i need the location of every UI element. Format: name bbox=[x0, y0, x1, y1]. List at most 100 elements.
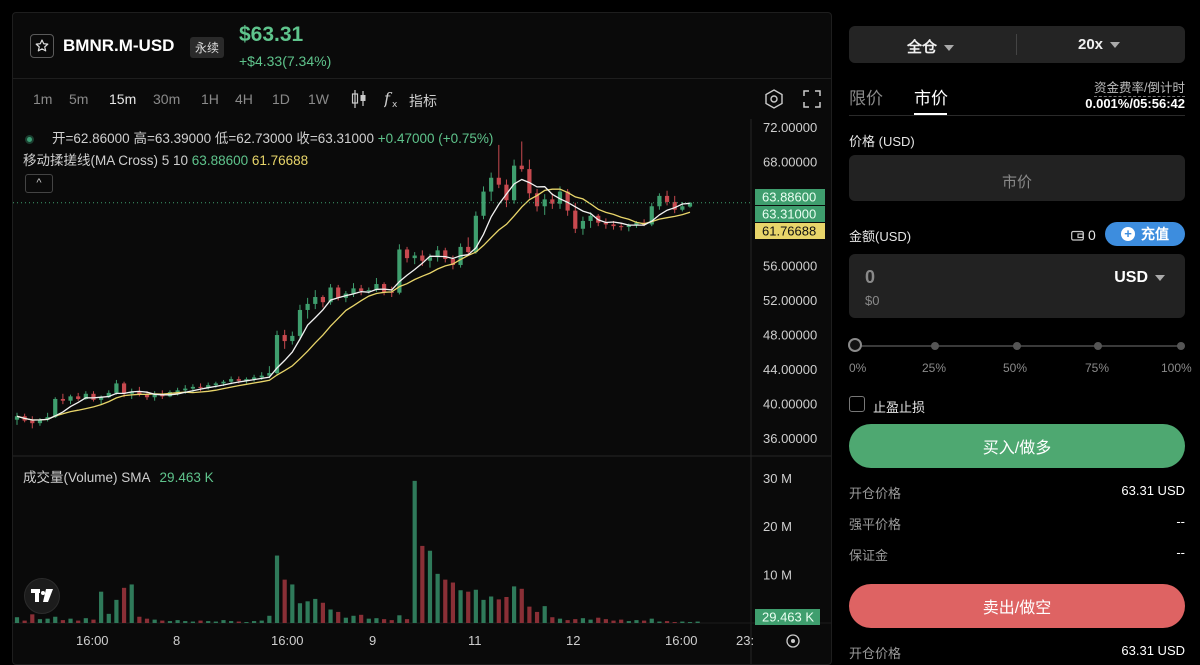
volume-bar bbox=[282, 579, 287, 623]
favorite-star-icon[interactable] bbox=[30, 34, 54, 58]
tradingview-logo-icon[interactable] bbox=[24, 578, 60, 614]
volume-bar bbox=[359, 614, 364, 623]
candle-body bbox=[91, 393, 96, 400]
candle-body bbox=[534, 193, 540, 207]
perpetual-badge: 永续 bbox=[190, 37, 225, 58]
volume-bar bbox=[121, 587, 127, 623]
amount-field[interactable]: 0 $0 USD bbox=[849, 254, 1185, 318]
volume-bar bbox=[680, 621, 685, 623]
volume-bar bbox=[504, 596, 509, 623]
candle-body bbox=[114, 383, 119, 393]
volume-bar bbox=[642, 620, 647, 623]
slider-mark-75[interactable] bbox=[1094, 342, 1102, 350]
candle-body bbox=[443, 250, 448, 259]
info-key: 保证金 bbox=[849, 548, 889, 563]
candle-body bbox=[450, 258, 456, 266]
volume-bar bbox=[60, 620, 65, 623]
price-field[interactable]: 市价 bbox=[849, 155, 1185, 201]
funding-rate-label[interactable]: 资金费率/倒计时 bbox=[1094, 77, 1185, 97]
candle-body bbox=[466, 246, 471, 253]
candle-body bbox=[152, 393, 157, 398]
settings-icon[interactable] bbox=[763, 88, 785, 115]
volume-bar bbox=[443, 579, 448, 623]
volume-bar bbox=[37, 619, 43, 623]
candle-body bbox=[603, 222, 608, 225]
volume-bar bbox=[152, 619, 157, 623]
chevron-down-icon bbox=[944, 45, 955, 52]
candle-body bbox=[504, 184, 509, 201]
candle-body bbox=[657, 195, 662, 207]
timeframe-1h[interactable]: 1H bbox=[201, 91, 219, 107]
candle-body bbox=[366, 290, 371, 292]
candle-body bbox=[45, 417, 50, 420]
margin-mode-select[interactable]: 全仓 bbox=[907, 36, 955, 57]
volume-bar bbox=[404, 619, 410, 623]
sell-short-button[interactable]: 卖出/做空 bbox=[849, 584, 1185, 628]
leverage-select[interactable]: 20x bbox=[1078, 36, 1121, 53]
timeframe-15m[interactable]: 15m bbox=[109, 91, 137, 107]
price-tick-label: 72.00000 bbox=[763, 120, 817, 135]
candle-body bbox=[359, 288, 364, 291]
volume-bar bbox=[175, 620, 180, 623]
time-tick-label: 11 bbox=[468, 633, 482, 648]
tab-limit[interactable]: 限价 bbox=[849, 89, 883, 108]
candlestick-icon[interactable] bbox=[351, 89, 367, 114]
symbol-name[interactable]: BMNR.M-USD bbox=[63, 36, 175, 55]
volume-bar bbox=[167, 621, 173, 623]
candle-body bbox=[427, 257, 433, 261]
volume-bar bbox=[305, 601, 310, 623]
svg-text:f: f bbox=[384, 89, 393, 108]
slider-mark-25[interactable] bbox=[931, 342, 939, 350]
timeframe-1m[interactable]: 1m bbox=[33, 91, 53, 107]
price-tick-label: 52.00000 bbox=[763, 293, 817, 308]
collapse-legend-button[interactable]: ^ bbox=[25, 174, 53, 193]
time-tick-label: 23: bbox=[736, 633, 754, 648]
indicators-button[interactable]: 指标 bbox=[409, 93, 437, 109]
candle-body bbox=[381, 284, 387, 292]
candle-body bbox=[626, 225, 631, 228]
info-key: 开仓价格 bbox=[849, 486, 902, 501]
tab-market[interactable]: 市价 bbox=[914, 89, 948, 108]
candle-body bbox=[557, 191, 563, 204]
volume-bar bbox=[687, 622, 693, 624]
slider-mark-100[interactable] bbox=[1177, 342, 1185, 350]
candle-body bbox=[489, 177, 494, 192]
volume-bar bbox=[190, 621, 195, 623]
price-label: 价格 (USD) bbox=[849, 134, 915, 149]
amount-input[interactable]: 0 bbox=[865, 267, 876, 287]
fullscreen-icon[interactable] bbox=[802, 89, 822, 114]
funding-rate-value: 0.001%/05:56:42 bbox=[1085, 96, 1185, 111]
slider-mark-50[interactable] bbox=[1013, 342, 1021, 350]
candle-body bbox=[251, 377, 257, 380]
price-tag-label: 63.88600 bbox=[762, 190, 816, 205]
volume-bar bbox=[137, 616, 142, 623]
volume-bar bbox=[550, 617, 555, 623]
timeframe-1d[interactable]: 1D bbox=[272, 91, 290, 107]
volume-tick-label: 30 M bbox=[763, 471, 792, 486]
volume-bar bbox=[427, 550, 433, 623]
candle-body bbox=[83, 393, 88, 399]
time-tick-label: 8 bbox=[173, 633, 180, 648]
volume-sma-value: 29.463 K bbox=[159, 470, 214, 485]
timeframe-1w[interactable]: 1W bbox=[308, 91, 329, 107]
volume-bar bbox=[251, 621, 257, 623]
timeframe-5m[interactable]: 5m bbox=[69, 91, 89, 107]
slider-handle[interactable] bbox=[848, 338, 862, 352]
volume-bar bbox=[519, 588, 524, 623]
tpsl-checkbox[interactable] bbox=[849, 396, 865, 412]
currency-select[interactable]: USD bbox=[1114, 269, 1165, 287]
volume-bar bbox=[496, 599, 501, 623]
volume-bar bbox=[53, 616, 58, 623]
deposit-button[interactable]: + 充值 bbox=[1105, 222, 1185, 246]
timeframe-4h[interactable]: 4H bbox=[235, 91, 253, 107]
tpsl-label[interactable]: 止盈止损 bbox=[873, 400, 926, 415]
candle-body bbox=[190, 386, 195, 389]
plus-icon: + bbox=[1121, 227, 1135, 241]
buy-long-button[interactable]: 买入/做多 bbox=[849, 424, 1185, 468]
candle-body bbox=[183, 388, 188, 391]
chart-legend: 开=62.86000 高=63.39000 低=62.73000 收=63.31… bbox=[23, 127, 493, 193]
timeframe-30m[interactable]: 30m bbox=[153, 91, 181, 107]
candle-body bbox=[580, 220, 586, 229]
chart-canvas[interactable]: 72.0000068.0000064.0000060.0000056.00000… bbox=[13, 13, 832, 665]
